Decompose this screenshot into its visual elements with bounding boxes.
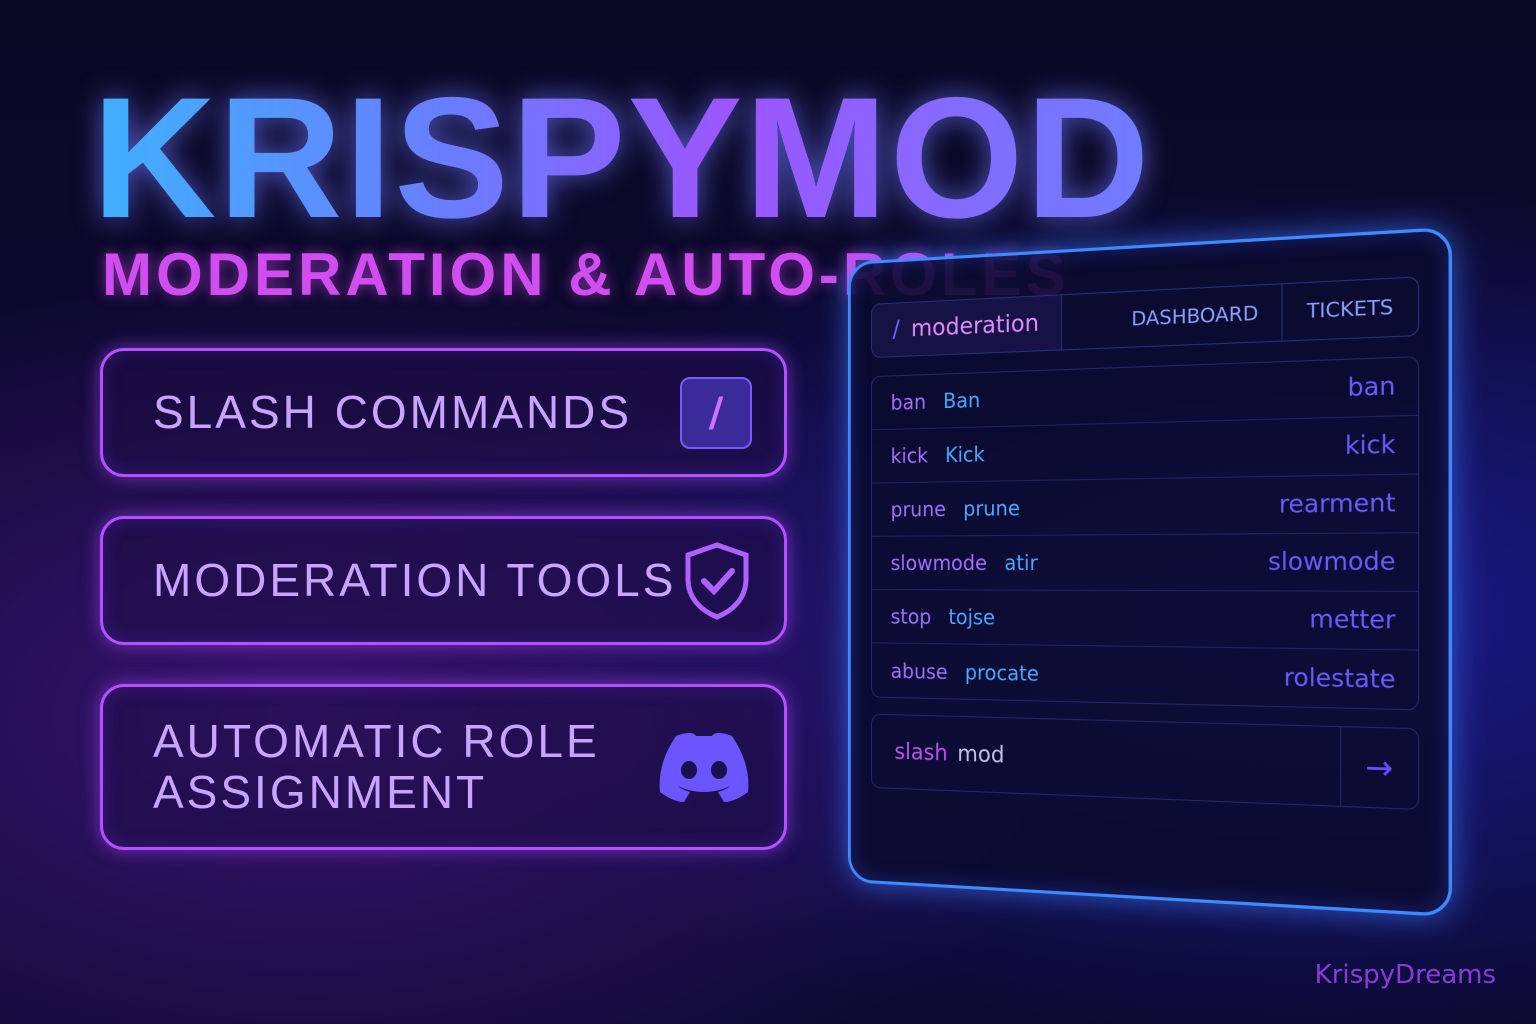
shield-check-icon xyxy=(685,541,749,620)
command-input[interactable]: slash mod → xyxy=(871,713,1420,811)
command-name: stop xyxy=(890,604,932,629)
discord-icon xyxy=(659,733,749,802)
feature-label: SLASH COMMANDS xyxy=(153,386,633,439)
tab-moderation[interactable]: / moderation xyxy=(872,295,1062,358)
tab-dashboard[interactable]: DASHBOARD xyxy=(1108,284,1283,348)
feature-card-auto-roles: AUTOMATIC ROLE ASSIGNMENT xyxy=(100,684,787,850)
command-value: metter xyxy=(1309,605,1396,635)
feature-label: AUTOMATIC ROLE ASSIGNMENT xyxy=(153,715,600,818)
slash-icon: / xyxy=(680,376,752,449)
command-row[interactable]: stop tojse metter xyxy=(872,590,1418,651)
dashboard-preview: / moderation DASHBOARD TICKETS ban Ban ban … xyxy=(848,226,1452,918)
tab-bar: / moderation DASHBOARD TICKETS xyxy=(871,276,1420,359)
brand-signature: KrispyDreams xyxy=(1314,960,1496,990)
command-row[interactable]: prune prune rearment xyxy=(872,474,1418,537)
command-list: ban Ban ban kick Kick kick prune prune rearmen… xyxy=(871,356,1420,711)
arrow-right-icon[interactable]: → xyxy=(1340,727,1418,809)
feature-card-moderation-tools: MODERATION TOOLS xyxy=(100,516,787,645)
slash-prefix: / xyxy=(892,316,900,344)
command-label: prune xyxy=(963,495,1020,521)
tab-label: moderation xyxy=(911,309,1040,343)
command-name: slowmode xyxy=(890,550,987,576)
input-prefix: slash xyxy=(894,738,948,767)
command-name: kick xyxy=(890,443,928,469)
command-label: tojse xyxy=(948,604,995,630)
command-value: kick xyxy=(1344,430,1396,461)
command-name: prune xyxy=(890,496,946,522)
input-value[interactable]: mod xyxy=(957,740,1005,769)
command-label: atir xyxy=(1004,550,1038,576)
command-value: ban xyxy=(1347,372,1396,403)
command-row[interactable]: abuse procate rolestate xyxy=(872,643,1418,709)
command-value: rolestate xyxy=(1283,663,1396,694)
command-row[interactable]: slowmode atir slowmode xyxy=(872,533,1418,592)
command-value: slowmode xyxy=(1268,547,1396,577)
command-label: procate xyxy=(964,659,1039,686)
feature-card-slash-commands: SLASH COMMANDS / xyxy=(100,348,787,477)
command-label: Ban xyxy=(943,387,981,414)
tab-tickets[interactable]: TICKETS xyxy=(1306,295,1394,324)
command-name: ban xyxy=(890,389,927,415)
app-title: KRISPYMOD xyxy=(92,62,1152,254)
feature-label: MODERATION TOOLS xyxy=(153,554,677,607)
command-label: Kick xyxy=(945,441,985,468)
command-value: rearment xyxy=(1278,489,1396,520)
command-name: abuse xyxy=(890,658,948,684)
